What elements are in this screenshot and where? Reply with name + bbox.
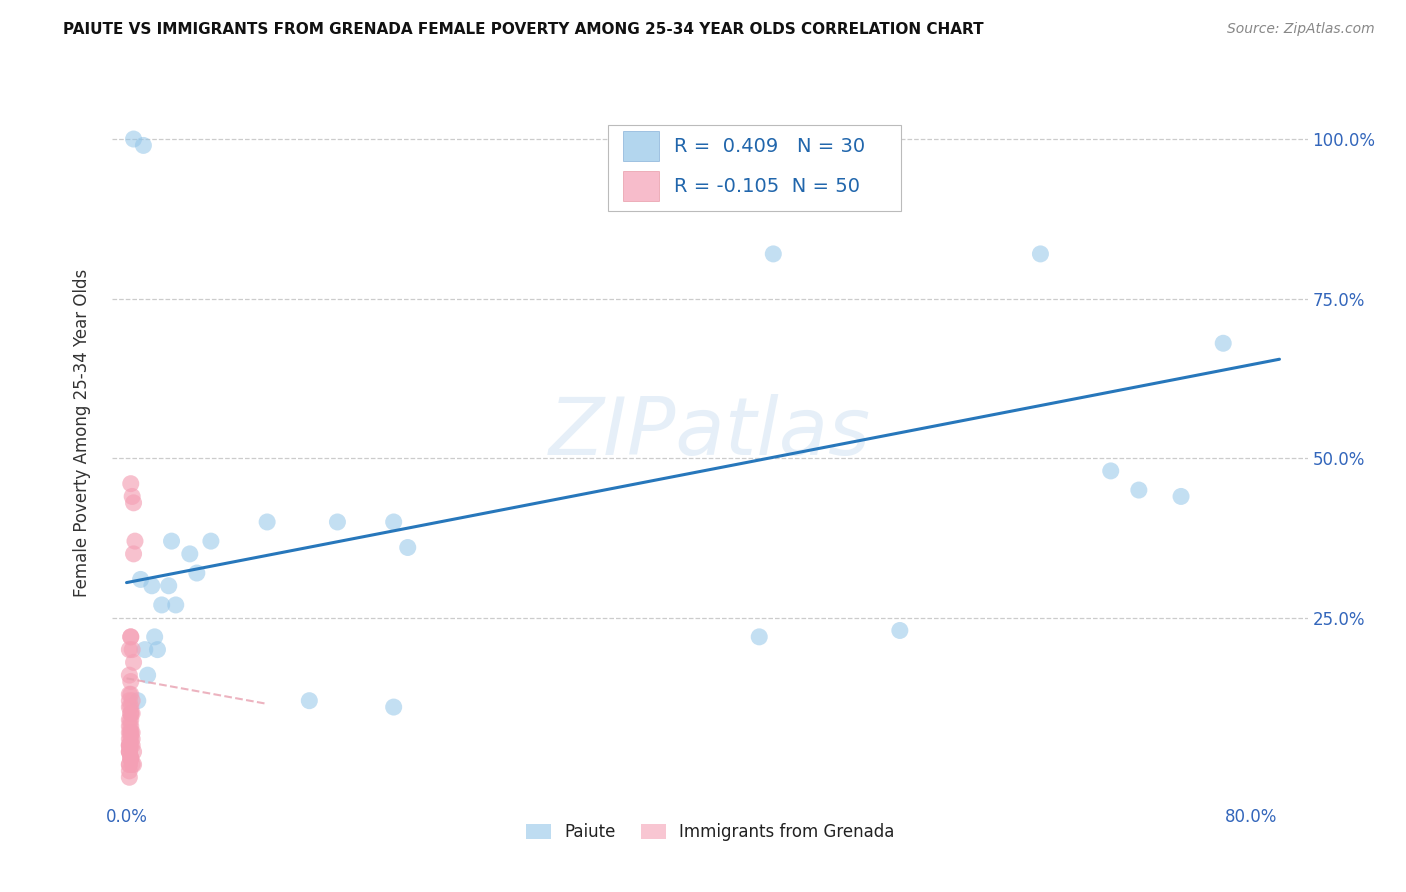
Point (382, 700, 405, 714)
Text: ZIPatlas: ZIPatlas (548, 393, 872, 472)
Point (118, 745, 141, 759)
Point (120, 751, 142, 765)
Point (120, 739, 142, 753)
Point (118, 739, 141, 753)
Bar (623, 171, 658, 201)
Point (143, 630, 166, 644)
Point (382, 515, 405, 529)
Point (121, 490, 143, 504)
Point (1170, 490, 1192, 504)
Point (121, 757, 143, 772)
Point (118, 694, 141, 708)
Point (122, 656, 145, 670)
Point (120, 706, 142, 721)
Point (120, 751, 142, 765)
Point (141, 579, 163, 593)
Point (120, 630, 142, 644)
Point (118, 739, 141, 753)
Point (120, 713, 142, 727)
Point (1128, 483, 1150, 497)
Point (118, 713, 141, 727)
Point (122, 496, 145, 510)
Point (118, 745, 141, 759)
Point (122, 757, 145, 772)
Point (120, 751, 142, 765)
Point (120, 706, 142, 721)
Point (122, 547, 145, 561)
Point (762, 247, 785, 261)
Point (179, 547, 201, 561)
Text: Source: ZipAtlas.com: Source: ZipAtlas.com (1227, 22, 1375, 37)
Point (118, 739, 141, 753)
Point (120, 630, 142, 644)
Point (326, 515, 349, 529)
Point (1212, 336, 1234, 351)
Point (120, 719, 142, 733)
Point (121, 706, 143, 721)
Text: R =  0.409   N = 30: R = 0.409 N = 30 (675, 136, 865, 155)
Point (127, 694, 149, 708)
Point (118, 745, 141, 759)
Point (121, 731, 143, 746)
Point (118, 757, 141, 772)
Point (157, 579, 180, 593)
Point (118, 700, 141, 714)
Y-axis label: Female Poverty Among 25-34 Year Olds: Female Poverty Among 25-34 Year Olds (73, 268, 91, 597)
Point (120, 725, 142, 739)
Point (122, 745, 145, 759)
Point (748, 630, 770, 644)
Point (200, 534, 222, 549)
Point (146, 642, 169, 657)
Point (186, 566, 208, 580)
Point (120, 731, 142, 746)
Point (165, 598, 187, 612)
Point (134, 642, 156, 657)
Point (1099, 464, 1122, 478)
Point (118, 642, 141, 657)
Point (121, 725, 143, 739)
Point (118, 731, 141, 746)
Point (150, 598, 173, 612)
Text: PAIUTE VS IMMIGRANTS FROM GRENADA FEMALE POVERTY AMONG 25-34 YEAR OLDS CORRELATI: PAIUTE VS IMMIGRANTS FROM GRENADA FEMALE… (63, 22, 984, 37)
Point (132, 138, 155, 153)
Point (118, 725, 141, 739)
Point (1029, 247, 1052, 261)
Point (889, 624, 911, 638)
FancyBboxPatch shape (609, 126, 901, 211)
Point (120, 700, 142, 714)
Point (118, 757, 141, 772)
Point (118, 764, 141, 778)
Point (121, 642, 143, 657)
Point (120, 674, 142, 689)
Point (118, 687, 141, 701)
Point (120, 476, 142, 491)
Point (122, 132, 145, 146)
Point (256, 515, 278, 529)
Bar (623, 131, 658, 161)
Point (124, 534, 146, 549)
Text: R = -0.105  N = 50: R = -0.105 N = 50 (675, 177, 860, 195)
Point (129, 573, 152, 587)
Point (121, 694, 143, 708)
Point (118, 719, 141, 733)
Point (121, 739, 143, 753)
Legend: Paiute, Immigrants from Grenada: Paiute, Immigrants from Grenada (519, 816, 901, 847)
Point (298, 694, 321, 708)
Point (118, 668, 141, 682)
Point (120, 725, 142, 739)
Point (118, 770, 141, 784)
Point (160, 534, 183, 549)
Point (136, 668, 159, 682)
Point (396, 541, 419, 555)
Point (120, 687, 142, 701)
